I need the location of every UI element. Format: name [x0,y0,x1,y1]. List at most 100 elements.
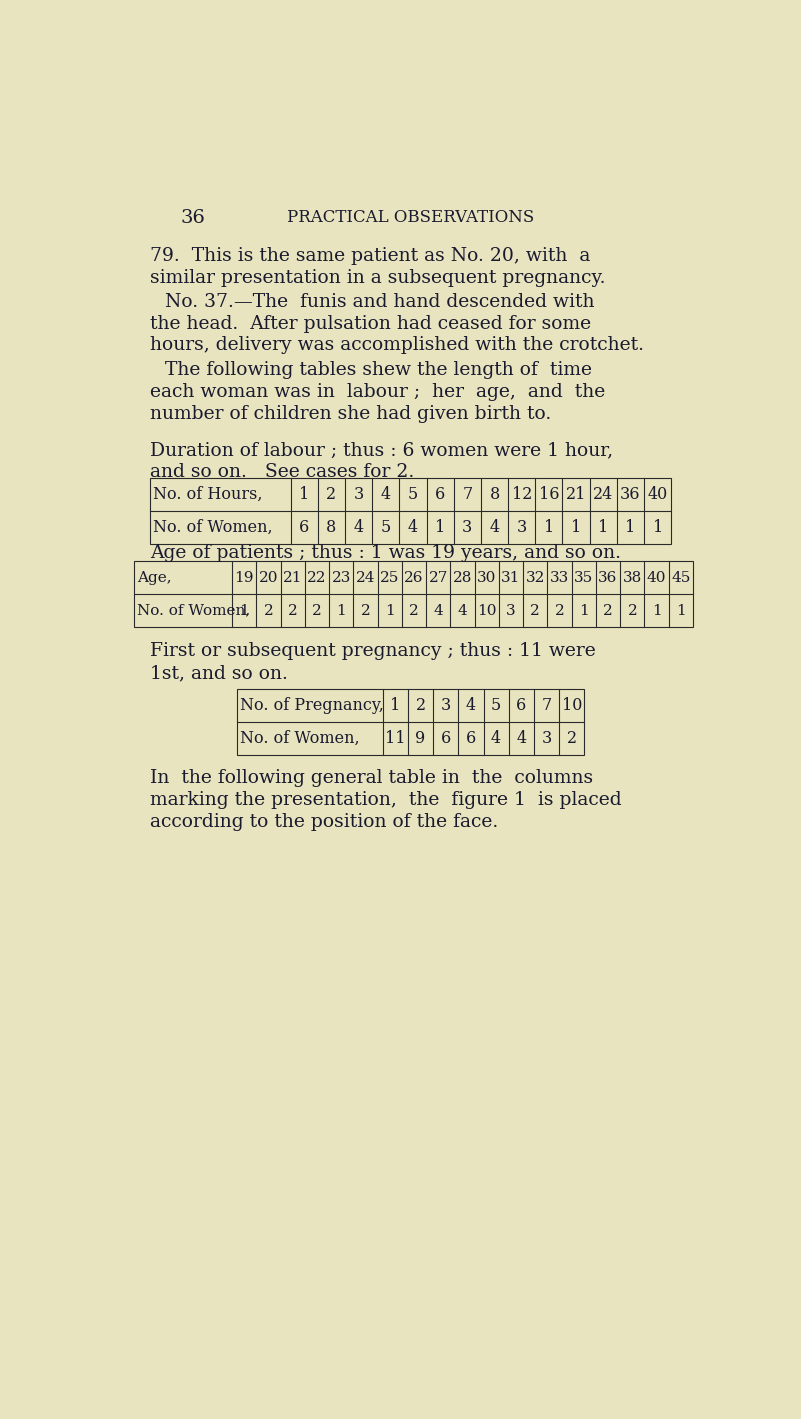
Bar [135,562,693,627]
Text: 1: 1 [239,603,249,617]
Text: 36: 36 [620,487,641,504]
Text: 22: 22 [308,570,327,585]
Text: 3: 3 [353,487,364,504]
Text: 4: 4 [489,519,500,536]
Text: 1: 1 [571,519,582,536]
Text: 1: 1 [336,603,346,617]
Text: 4: 4 [408,519,418,536]
Text: No. 37.—The  funis and hand descended with: No. 37.—The funis and hand descended wit… [165,292,595,311]
Text: 79.  This is the same patient as No. 20, with  a: 79. This is the same patient as No. 20, … [150,247,590,265]
Text: Age,: Age, [138,570,172,585]
Text: 3: 3 [462,519,473,536]
Text: 16: 16 [538,487,559,504]
Text: 36: 36 [598,570,618,585]
Text: 6: 6 [516,697,526,714]
Text: similar presentation in a subsequent pregnancy.: similar presentation in a subsequent pre… [150,268,606,287]
Text: 33: 33 [550,570,570,585]
Text: 2: 2 [416,697,425,714]
Text: PRACTICAL OBSERVATIONS: PRACTICAL OBSERVATIONS [287,209,534,226]
Text: No. of Hours,: No. of Hours, [153,487,263,504]
Text: The following tables shew the length of  time: The following tables shew the length of … [165,362,592,379]
Text: 24: 24 [356,570,375,585]
Text: 10: 10 [477,603,497,617]
Text: 1: 1 [626,519,635,536]
Text: 2: 2 [264,603,273,617]
Text: 2: 2 [326,487,336,504]
Text: 3: 3 [441,697,451,714]
Text: 19: 19 [235,570,254,585]
Text: 2: 2 [312,603,322,617]
Text: 10: 10 [562,697,582,714]
Text: and so on.   See cases for 2.: and so on. See cases for 2. [150,463,414,481]
Text: 38: 38 [622,570,642,585]
Text: 40: 40 [647,487,668,504]
Text: 1: 1 [299,487,309,504]
Text: 40: 40 [647,570,666,585]
Text: number of children she had given birth to.: number of children she had given birth t… [150,406,551,423]
Text: No. of Women,: No. of Women, [153,519,272,536]
Text: 30: 30 [477,570,497,585]
Text: 1: 1 [390,697,400,714]
Text: 4: 4 [491,729,501,746]
Text: 35: 35 [574,570,594,585]
Text: 6: 6 [435,487,445,504]
Text: 2: 2 [554,603,565,617]
Text: No. of Pregnancy,: No. of Pregnancy, [239,697,384,714]
Text: 4: 4 [457,603,467,617]
Text: the head.  After pulsation had ceased for some: the head. After pulsation had ceased for… [150,315,591,332]
Text: 26: 26 [405,570,424,585]
Text: 2: 2 [627,603,637,617]
Text: 7: 7 [462,487,473,504]
Text: In  the following general table in  the  columns: In the following general table in the co… [150,769,593,788]
Text: 7: 7 [541,697,552,714]
Text: No. of Women,: No. of Women, [138,603,251,617]
Text: No. of Women,: No. of Women, [239,729,360,746]
Text: 21: 21 [283,570,303,585]
Text: 36: 36 [181,209,206,227]
Text: marking the presentation,  the  figure 1  is placed: marking the presentation, the figure 1 i… [150,790,622,809]
Text: each woman was in  labour ;  her  age,  and  the: each woman was in labour ; her age, and … [150,383,605,402]
Text: hours, delivery was accomplished with the crotchet.: hours, delivery was accomplished with th… [150,336,644,355]
Text: 2: 2 [288,603,297,617]
Text: 9: 9 [416,729,425,746]
Text: 11: 11 [385,729,405,746]
Text: 3: 3 [506,603,516,617]
Text: 1: 1 [598,519,609,536]
Text: 6: 6 [441,729,451,746]
Text: 3: 3 [517,519,527,536]
Text: 32: 32 [525,570,545,585]
Text: 2: 2 [360,603,370,617]
Text: 1st, and so on.: 1st, and so on. [150,664,288,683]
Text: 2: 2 [566,729,577,746]
Text: Duration of labour ; thus : 6 women were 1 hour,: Duration of labour ; thus : 6 women were… [150,441,613,460]
Text: 25: 25 [380,570,400,585]
Text: 5: 5 [408,487,418,504]
Text: 4: 4 [466,697,476,714]
Text: 5: 5 [380,519,391,536]
Text: 4: 4 [380,487,391,504]
Text: 8: 8 [489,487,500,504]
Text: 27: 27 [429,570,448,585]
Text: 45: 45 [671,570,690,585]
Text: 4: 4 [517,729,526,746]
Text: First or subsequent pregnancy ; thus : 11 were: First or subsequent pregnancy ; thus : 1… [150,643,595,660]
Text: 4: 4 [353,519,364,536]
Text: 20: 20 [259,570,278,585]
Text: 1: 1 [384,603,395,617]
Text: 1: 1 [676,603,686,617]
Text: according to the position of the face.: according to the position of the face. [150,813,498,830]
Text: 2: 2 [409,603,419,617]
Text: 12: 12 [512,487,532,504]
Text: 1: 1 [544,519,554,536]
Text: 1: 1 [652,603,662,617]
Text: 6: 6 [299,519,309,536]
Bar [237,690,585,755]
Text: 5: 5 [491,697,501,714]
Text: 3: 3 [541,729,552,746]
Text: 2: 2 [530,603,540,617]
Text: 21: 21 [566,487,586,504]
Text: 8: 8 [326,519,336,536]
Text: 24: 24 [593,487,614,504]
Text: 2: 2 [603,603,613,617]
Text: 1: 1 [653,519,662,536]
